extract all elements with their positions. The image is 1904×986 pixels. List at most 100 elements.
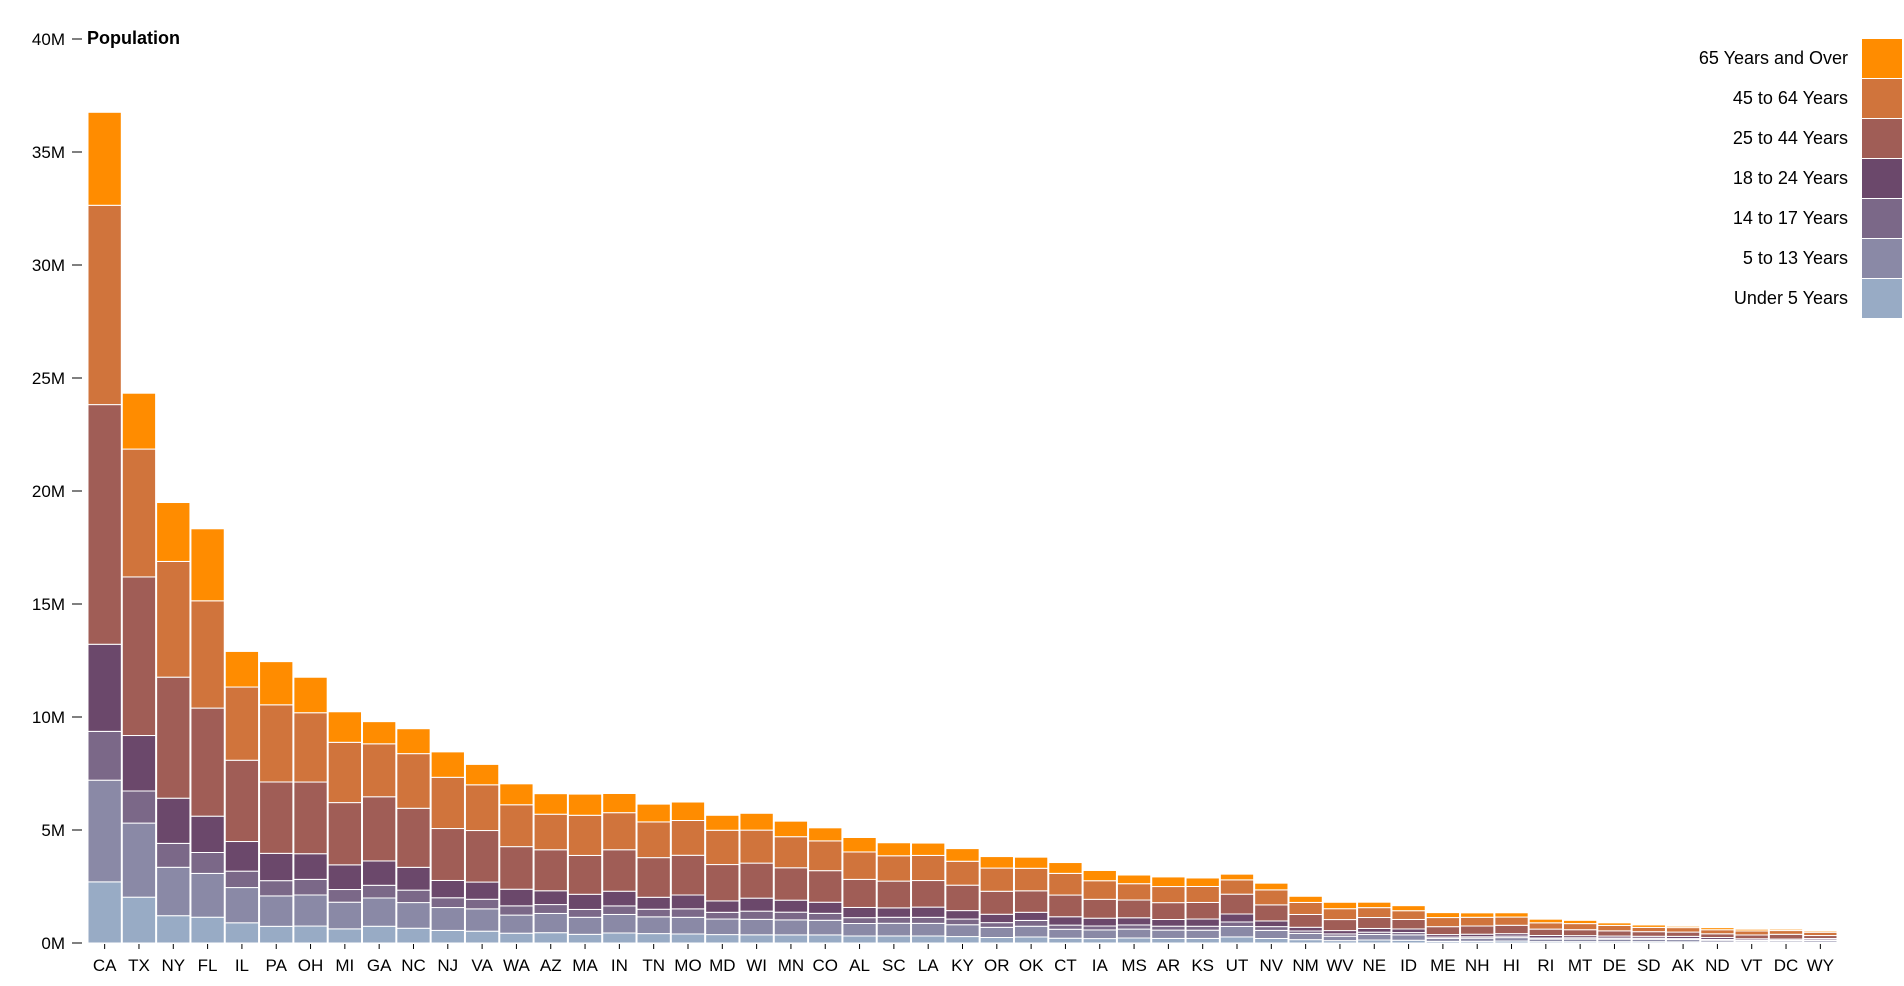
bar-segment-NC-2: [396, 889, 431, 904]
x-tick-label-NJ: NJ: [437, 956, 458, 975]
bar-segment-VA-6: [464, 763, 500, 786]
bar-segment-OR-5: [979, 867, 1014, 892]
bar-segment-MS-4: [1116, 899, 1152, 919]
bar-segment-WI-5: [739, 829, 774, 864]
bar-segment-ID-4: [1391, 918, 1426, 930]
bar-segment-KS-5: [1185, 885, 1220, 903]
bar-segment-WA-0: [499, 932, 534, 944]
x-tick-label-WA: WA: [503, 956, 530, 975]
bar-segment-NC-1: [396, 902, 431, 929]
bar-segment-NY-1: [156, 866, 191, 917]
y-tick-label: 0M: [41, 934, 65, 953]
bar-segment-WV-4: [1322, 919, 1358, 932]
bar-segment-MN-0: [773, 934, 809, 944]
bar-segment-IN-6: [602, 792, 637, 814]
bar-segment-PA-5: [259, 704, 294, 783]
bar-segment-WI-1: [739, 918, 774, 936]
bar-segment-NM-6: [1288, 895, 1323, 903]
bar-segment-AL-2: [842, 917, 877, 925]
bar-segment-MO-5: [670, 820, 706, 856]
bar-segment-HI-1: [1494, 937, 1529, 942]
bar-segment-CT-4: [1048, 894, 1083, 918]
bar-segment-IA-6: [1082, 869, 1117, 882]
bar-segment-WI-2: [739, 910, 774, 920]
bar-segment-KS-2: [1185, 925, 1220, 931]
bar-segment-MT-5: [1562, 923, 1598, 931]
bar-segment-FL-0: [190, 916, 225, 944]
bar-segment-CO-6: [808, 827, 843, 842]
bar-segment-TX-4: [121, 576, 157, 737]
bar-segment-MD-1: [705, 918, 740, 936]
bar-segment-OK-2: [1013, 919, 1049, 927]
bar-segment-KY-3: [945, 910, 980, 920]
bar-segment-IL-6: [224, 650, 260, 688]
bar-segment-MA-3: [567, 893, 603, 910]
bar-segment-OR-0: [979, 937, 1014, 944]
bar-segment-OK-3: [1013, 911, 1049, 921]
bar-segment-KY-5: [945, 860, 980, 886]
bar-segment-IL-1: [224, 887, 260, 924]
legend-label: 5 to 13 Years: [1743, 248, 1848, 268]
bar-segment-CO-0: [808, 934, 843, 944]
x-tick-label-ME: ME: [1430, 956, 1456, 975]
bar-segment-NH-5: [1460, 916, 1495, 927]
bar-segment-KY-2: [945, 918, 980, 926]
bar-segment-FL-1: [190, 872, 225, 918]
x-tick-label-MI: MI: [335, 956, 354, 975]
bar-segment-SC-4: [876, 880, 912, 909]
bar-segment-NJ-4: [430, 828, 465, 881]
bar-segment-GA-0: [362, 925, 397, 944]
bar-segment-OK-4: [1013, 890, 1049, 913]
bar-segment-FL-3: [190, 815, 225, 853]
bar-segment-OR-1: [979, 926, 1014, 939]
bar-segment-NV-5: [1254, 889, 1289, 906]
bar-segment-KS-0: [1185, 937, 1220, 944]
bar-segment-NC-6: [396, 728, 431, 755]
x-tick-label-MS: MS: [1121, 956, 1147, 975]
bar-segment-GA-6: [362, 721, 397, 745]
x-tick-label-OK: OK: [1019, 956, 1044, 975]
bar-segment-KY-0: [945, 936, 980, 944]
bar-segment-OH-6: [293, 676, 328, 714]
bar-segment-MS-3: [1116, 917, 1152, 926]
bar-segment-TX-1: [121, 822, 157, 898]
bar-segment-ND-5: [1700, 929, 1735, 935]
bar-segment-NE-5: [1357, 907, 1392, 919]
x-tick-label-TX: TX: [128, 956, 150, 975]
bar-segment-NV-2: [1254, 926, 1289, 931]
bar-segment-OH-1: [293, 894, 328, 927]
bar-segment-NM-5: [1288, 901, 1323, 915]
bar-segment-SC-3: [876, 907, 912, 918]
bar-segment-MA-2: [567, 908, 603, 918]
bar-segment-MO-3: [670, 894, 706, 910]
bar-segment-DC-4: [1768, 933, 1804, 940]
bar-segment-SC-0: [876, 935, 912, 944]
bar-segment-VA-0: [464, 930, 500, 944]
bar-segment-DC-6: [1768, 928, 1804, 932]
bar-segment-NJ-0: [430, 929, 465, 944]
bar-segment-CA-5: [87, 204, 122, 406]
bar-segment-ME-5: [1425, 917, 1461, 928]
bar-segment-NY-4: [156, 676, 191, 799]
bar-segment-PA-2: [259, 880, 294, 897]
legend-label: 45 to 64 Years: [1733, 88, 1848, 108]
bar-segment-AR-5: [1151, 886, 1186, 904]
bar-segment-CO-4: [808, 870, 843, 903]
bar-segment-OH-3: [293, 853, 328, 880]
x-tick-label-WY: WY: [1807, 956, 1834, 975]
bar-segment-WA-4: [499, 846, 534, 890]
bar-segment-NY-3: [156, 797, 191, 844]
bar-segment-LA-3: [911, 906, 946, 918]
bar-segment-IL-3: [224, 841, 260, 872]
bar-segment-ME-4: [1425, 926, 1461, 936]
bar-segment-NJ-5: [430, 776, 465, 830]
legend-swatch: [1862, 79, 1902, 118]
bar-segment-MD-6: [705, 814, 740, 831]
bar-segment-LA-4: [911, 880, 946, 908]
bar-segment-WA-6: [499, 783, 534, 806]
x-tick-label-VA: VA: [471, 956, 493, 975]
bar-segment-CA-6: [87, 111, 122, 206]
bar-segment-CO-5: [808, 840, 843, 872]
bar-segment-CA-2: [87, 730, 122, 781]
bar-segment-VA-5: [464, 784, 500, 832]
